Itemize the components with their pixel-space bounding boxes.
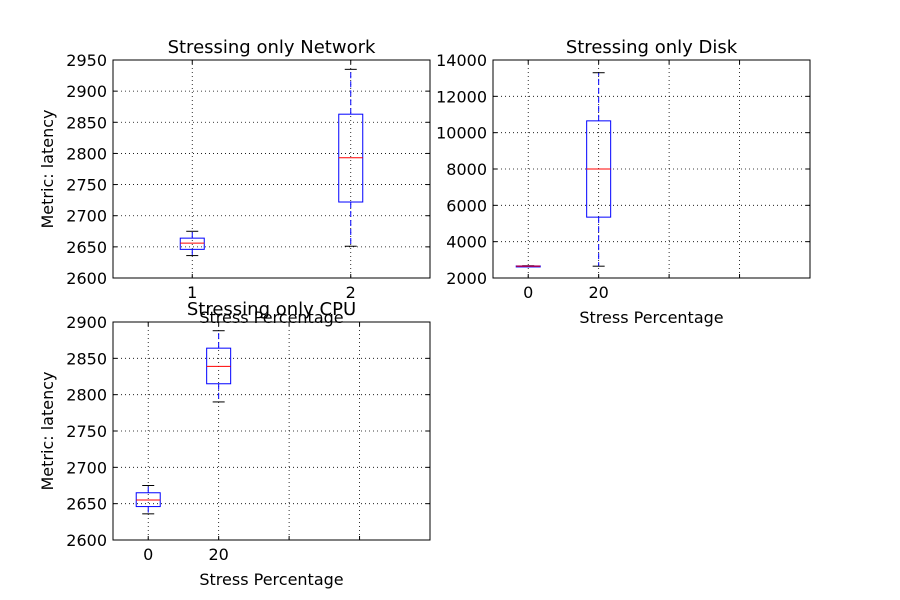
y-tick-label: 14000	[436, 51, 487, 70]
y-tick-label: 2800	[66, 386, 107, 405]
y-tick-label: 2800	[66, 144, 107, 163]
y-axis-label: Metric: latency	[38, 110, 57, 229]
axes-frame	[112, 59, 431, 279]
x-tick-label: 0	[523, 283, 533, 302]
box-1	[135, 485, 161, 515]
y-tick-label: 2900	[66, 82, 107, 101]
box-1	[515, 265, 541, 268]
y-tick-label: 2950	[66, 51, 107, 70]
x-tick-label: 1	[187, 283, 197, 302]
subplot-3: 2600 2650 2700 2750 2800 2850 2900 0 20 Stressing…	[38, 299, 431, 589]
chart-title: Stressing only CPU	[187, 299, 356, 320]
y-tick-label: 12000	[436, 87, 487, 106]
y-tick-label: 2000	[446, 269, 487, 288]
y-tick-label: 2850	[66, 113, 107, 132]
x-tick-label: 2	[346, 283, 356, 302]
axes-frame	[112, 321, 431, 541]
y-tick-label: 2850	[66, 349, 107, 368]
y-tick-label: 2650	[66, 238, 107, 257]
x-axis-label: Stress Percentage	[199, 570, 343, 589]
box-2	[338, 68, 364, 247]
box-1	[179, 230, 205, 257]
x-tick-label: 0	[143, 545, 153, 564]
y-tick-label: 6000	[446, 196, 487, 215]
y-tick-label: 2900	[66, 313, 107, 332]
box-body	[179, 237, 205, 250]
axes-frame	[492, 59, 811, 279]
y-tick-label: 2700	[66, 207, 107, 226]
chart-title: Stressing only Disk	[566, 37, 738, 58]
chart-title: Stressing only Network	[168, 37, 376, 58]
y-tick-label: 2600	[66, 531, 107, 550]
box-2	[206, 330, 232, 403]
y-tick-label: 4000	[446, 233, 487, 252]
x-axis-label: Stress Percentage	[579, 308, 723, 327]
y-tick-label: 2750	[66, 176, 107, 195]
subplot-2: 2000 4000 6000 8000 10000 12000 14000 0 20 Stress…	[436, 37, 811, 327]
y-tick-label: 2650	[66, 495, 107, 514]
box-2	[586, 72, 612, 267]
x-tick-label: 20	[588, 283, 608, 302]
y-tick-label: 2700	[66, 458, 107, 477]
y-axis-label: Metric: latency	[38, 372, 57, 491]
y-tick-label: 8000	[446, 160, 487, 179]
x-tick-label: 20	[208, 545, 228, 564]
y-tick-label: 10000	[436, 124, 487, 143]
y-tick-label: 2600	[66, 269, 107, 288]
y-tick-label: 2750	[66, 422, 107, 441]
